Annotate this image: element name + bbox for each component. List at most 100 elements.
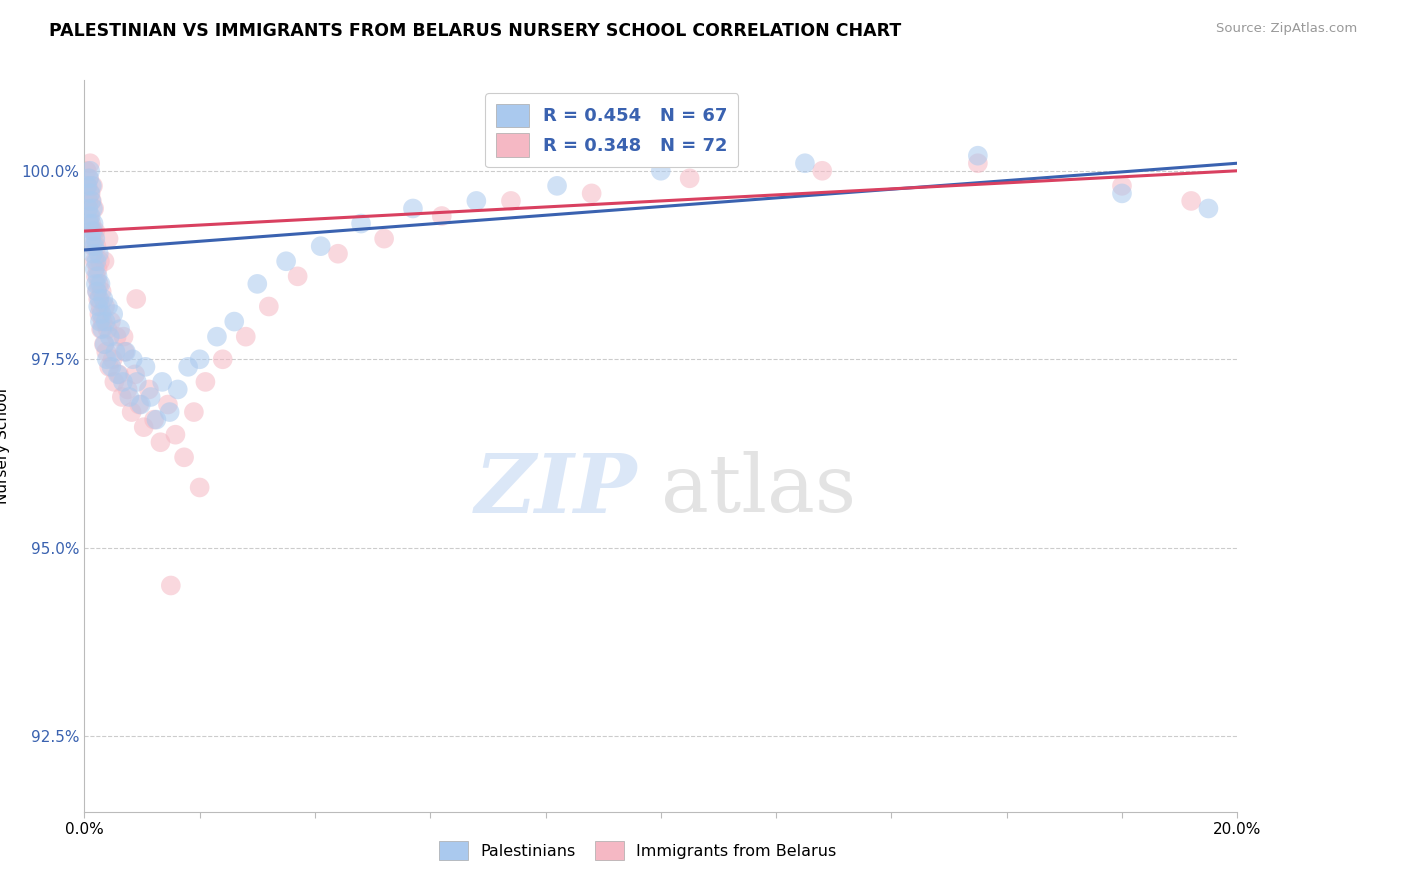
Y-axis label: Nursery School: Nursery School: [0, 388, 10, 504]
Text: atlas: atlas: [661, 450, 856, 529]
Point: [83, 254, 105, 268]
Point: [87, 277, 110, 291]
Point: [173, 450, 195, 465]
Point: [118, 390, 141, 404]
Point: [546, 178, 568, 193]
Point: [257, 300, 280, 314]
Point: [82, 224, 104, 238]
Point: [80, 194, 103, 208]
Point: [134, 359, 156, 374]
Point: [246, 277, 269, 291]
Point: [967, 156, 990, 170]
Point: [79, 163, 101, 178]
Point: [103, 307, 124, 321]
Point: [89, 277, 111, 291]
Point: [91, 315, 114, 329]
Point: [160, 578, 183, 592]
Point: [98, 329, 121, 343]
Text: PALESTINIAN VS IMMIGRANTS FROM BELARUS NURSERY SCHOOL CORRELATION CHART: PALESTINIAN VS IMMIGRANTS FROM BELARUS N…: [49, 22, 901, 40]
Point: [224, 315, 246, 329]
Point: [112, 329, 135, 343]
Point: [679, 171, 702, 186]
Point: [83, 202, 105, 216]
Point: [79, 186, 101, 201]
Point: [499, 194, 522, 208]
Point: [650, 163, 672, 178]
Point: [79, 156, 101, 170]
Point: [90, 322, 112, 336]
Point: [76, 163, 98, 178]
Point: [80, 178, 103, 193]
Point: [124, 368, 146, 382]
Point: [1111, 178, 1133, 193]
Point: [373, 232, 395, 246]
Point: [108, 368, 131, 382]
Point: [117, 383, 139, 397]
Point: [276, 254, 298, 268]
Point: [194, 375, 217, 389]
Point: [183, 405, 205, 419]
Point: [76, 178, 98, 193]
Point: [108, 322, 131, 336]
Point: [84, 232, 107, 246]
Point: [350, 217, 373, 231]
Point: [150, 375, 173, 389]
Point: [86, 261, 108, 276]
Point: [82, 202, 104, 216]
Point: [86, 285, 108, 299]
Point: [105, 329, 128, 343]
Point: [82, 178, 104, 193]
Point: [77, 171, 100, 186]
Point: [132, 420, 155, 434]
Point: [94, 300, 117, 314]
Point: [83, 261, 105, 276]
Point: [145, 412, 167, 426]
Point: [402, 202, 425, 216]
Point: [91, 322, 114, 336]
Point: [84, 269, 107, 284]
Point: [205, 329, 228, 343]
Point: [188, 352, 211, 367]
Point: [89, 300, 111, 314]
Point: [166, 383, 188, 397]
Point: [211, 352, 233, 367]
Point: [90, 285, 112, 299]
Point: [967, 149, 990, 163]
Legend: Palestinians, Immigrants from Belarus: Palestinians, Immigrants from Belarus: [433, 835, 844, 866]
Point: [139, 390, 162, 404]
Point: [94, 315, 117, 329]
Point: [309, 239, 332, 253]
Point: [93, 254, 115, 268]
Point: [83, 224, 105, 238]
Point: [100, 359, 122, 374]
Point: [93, 292, 115, 306]
Point: [156, 398, 179, 412]
Point: [1180, 194, 1202, 208]
Point: [80, 194, 103, 208]
Point: [101, 352, 124, 367]
Point: [104, 344, 127, 359]
Point: [80, 217, 103, 231]
Point: [89, 292, 111, 306]
Point: [188, 480, 211, 494]
Point: [103, 375, 125, 389]
Point: [89, 307, 111, 321]
Point: [80, 209, 103, 223]
Point: [87, 246, 110, 260]
Point: [111, 390, 134, 404]
Point: [82, 239, 104, 253]
Point: [93, 337, 115, 351]
Point: [76, 178, 98, 193]
Point: [83, 217, 105, 231]
Point: [1198, 202, 1220, 216]
Point: [98, 359, 121, 374]
Point: [90, 307, 112, 321]
Point: [96, 322, 118, 336]
Point: [86, 285, 108, 299]
Point: [87, 292, 110, 306]
Point: [121, 405, 143, 419]
Point: [84, 277, 107, 291]
Point: [177, 359, 200, 374]
Point: [86, 269, 108, 284]
Point: [84, 224, 107, 238]
